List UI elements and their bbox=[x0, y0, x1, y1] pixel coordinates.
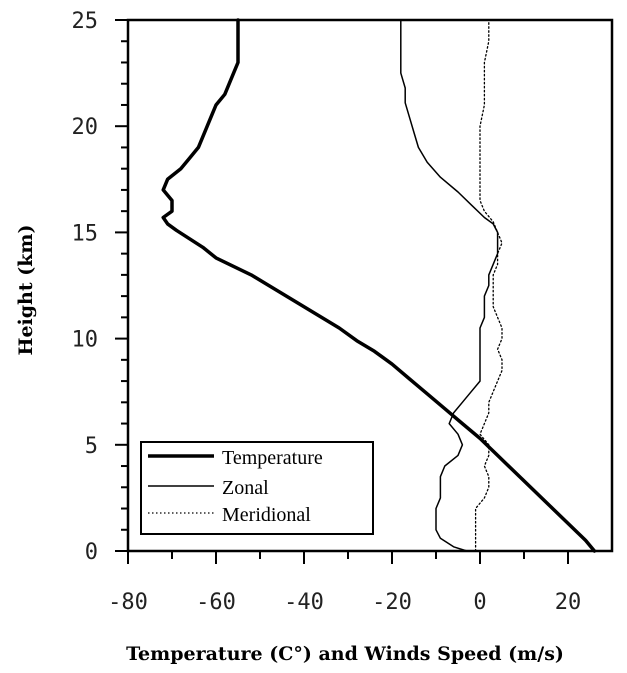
legend: Temperature Zonal Meridional bbox=[140, 441, 374, 535]
x-tick-label: 20 bbox=[555, 590, 582, 615]
y-tick-label: 10 bbox=[72, 328, 99, 353]
series-line-temperature bbox=[161, 18, 597, 553]
y-tick-label: 25 bbox=[72, 9, 99, 34]
legend-label-temperature: Temperature bbox=[222, 447, 323, 469]
legend-label-zonal: Zonal bbox=[222, 477, 269, 499]
x-tick-label: -80 bbox=[108, 590, 148, 615]
series-line-meridional bbox=[474, 19, 503, 552]
x-axis: -80 -60 -40 -20 0 20 bbox=[108, 551, 581, 615]
series-layer bbox=[161, 18, 597, 553]
plot-frame bbox=[126, 18, 614, 553]
y-tick-label: 0 bbox=[85, 540, 98, 565]
x-tick-label: -60 bbox=[196, 590, 236, 615]
y-tick-label: 5 bbox=[85, 434, 98, 459]
x-axis-title: Temperature (C°) and Winds Speed (m/s) bbox=[126, 643, 564, 665]
x-tick-label: -20 bbox=[372, 590, 412, 615]
x-tick-label: -40 bbox=[284, 590, 324, 615]
y-tick-label: 15 bbox=[72, 221, 99, 246]
y-axis: 0 5 10 15 20 25 bbox=[72, 9, 128, 565]
y-tick-label: 20 bbox=[72, 115, 99, 140]
series-line-zonal bbox=[400, 19, 499, 552]
x-tick-label: 0 bbox=[473, 590, 486, 615]
legend-box bbox=[140, 441, 374, 535]
legend-label-meridional: Meridional bbox=[222, 504, 311, 526]
y-axis-title: Height (km) bbox=[15, 225, 37, 356]
